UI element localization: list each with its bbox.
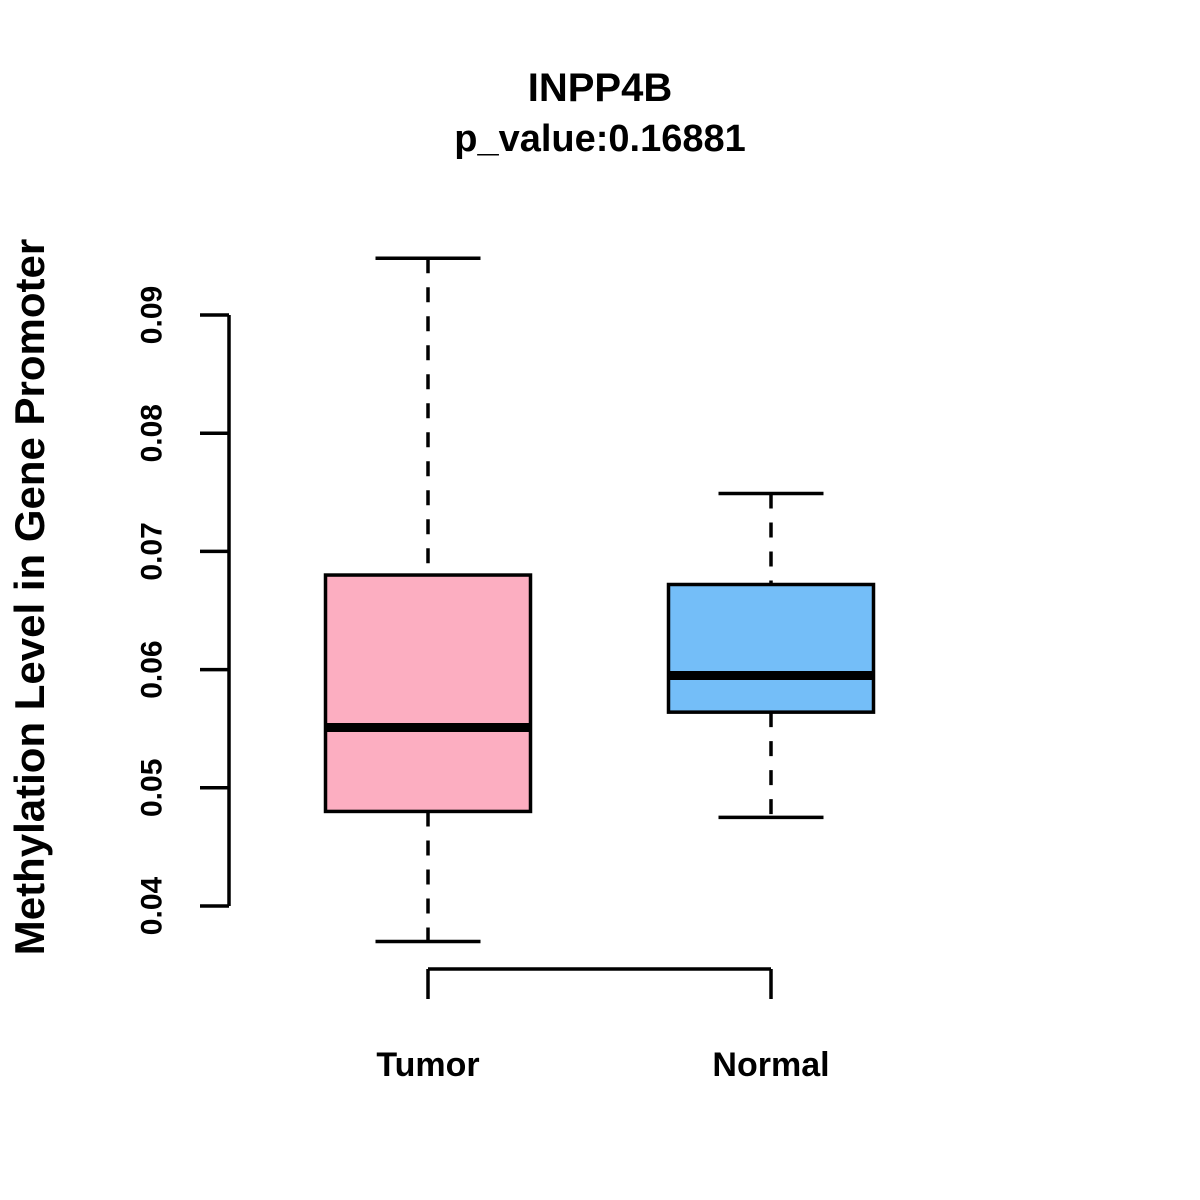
y-axis-tick-label: 0.05: [136, 759, 169, 817]
y-axis-tick-label: 0.04: [136, 876, 169, 935]
chart-title: INPP4B: [527, 66, 673, 110]
y-axis-tick-label: 0.06: [136, 640, 169, 698]
y-axis-tick-label: 0.07: [136, 522, 169, 580]
x-category-label: Normal: [712, 1046, 829, 1084]
y-axis-tick-label: 0.08: [136, 404, 169, 462]
normal-box: [666, 582, 876, 714]
chart-subtitle: p_value:0.16881: [454, 118, 746, 160]
tumor-box: [323, 573, 533, 814]
x-category-label: Tumor: [376, 1046, 479, 1084]
y-axis-tick-label: 0.09: [136, 286, 169, 344]
